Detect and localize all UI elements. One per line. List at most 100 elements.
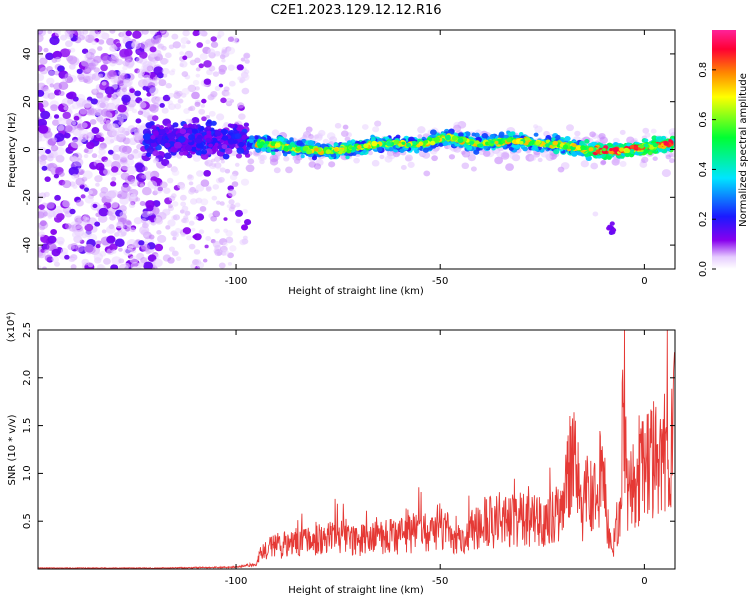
spectrogram-cell (123, 48, 133, 57)
spectrogram-cell (179, 151, 185, 156)
spectrogram-cell (133, 132, 143, 141)
spectrogram-cell (155, 217, 164, 225)
snr-ytick-label: 1.5 (22, 418, 33, 434)
colorbar-tick-label: 0.4 (698, 161, 709, 177)
spectrogram-cell (651, 135, 658, 141)
spectrogram-cell (384, 155, 393, 163)
spectrogram-cell (111, 176, 117, 182)
spectrogram-cell (49, 83, 55, 88)
spectrogram-cell (38, 192, 41, 197)
spectrogram-cell (130, 261, 141, 269)
spectrogram-cell (214, 85, 221, 92)
spectrogram-cell (100, 64, 108, 72)
spectrogram-cell (496, 151, 503, 157)
spectrogram-cell (633, 145, 639, 150)
spectrogram-cell (82, 75, 91, 83)
spectrogram-cell (188, 188, 196, 195)
spectrogram-cell (95, 240, 102, 246)
spectrogram-cell (212, 184, 220, 190)
spectrogram-cell (184, 210, 191, 216)
spectrogram-cell (129, 88, 135, 94)
spectrogram-cell (241, 134, 248, 140)
spectrogram-cell (135, 118, 141, 123)
spectrogram-cell (205, 236, 212, 242)
spectrogram-cell (196, 261, 205, 269)
spectrogram-cell (183, 123, 188, 129)
spectrogram-cell (156, 230, 162, 235)
spectrogram-cell (329, 136, 338, 144)
spectrogram-cell (192, 154, 201, 162)
spectrogram-cell (38, 209, 48, 218)
spectrogram-cell (180, 201, 187, 207)
spectrogram-cell (219, 167, 226, 173)
spectrogram-cell (99, 191, 108, 199)
spectrogram-ytick-label: 0 (22, 146, 33, 152)
spectrogram-cell (255, 147, 262, 153)
spectrogram-cell (600, 160, 606, 166)
spectrogram-cell (111, 166, 119, 173)
spectrogram-cell (239, 239, 247, 246)
spectrogram-cell (181, 71, 189, 77)
spectrogram-cell (183, 215, 189, 220)
spectrogram-cell (205, 39, 211, 45)
spectrogram-cell (38, 102, 44, 110)
spectrogram-cell (179, 60, 188, 68)
spectrogram-cell (153, 66, 164, 75)
spectrogram-cell (129, 227, 136, 233)
colorbar-tick-label: 0.8 (698, 62, 709, 78)
spectrogram-cell (133, 217, 143, 225)
spectrogram-cell (139, 51, 148, 59)
spectrogram-cell (104, 86, 115, 95)
spectrogram-cell (207, 48, 216, 56)
spectrogram-cell (274, 142, 281, 148)
spectrogram-cell (490, 140, 495, 144)
spectrogram-cell (353, 157, 360, 164)
spectrogram-cell (537, 157, 543, 163)
spectrogram-cell (71, 102, 80, 110)
spectrogram-cell (65, 30, 77, 35)
spectrogram-cell (159, 30, 166, 34)
spectrogram-cell (185, 145, 192, 151)
spectrogram-cell (110, 95, 117, 101)
spectrogram-cell (177, 98, 184, 104)
spectrogram-cell (471, 132, 476, 137)
spectrogram-cell (461, 150, 471, 158)
spectrogram-cell (306, 149, 313, 155)
spectrogram-cell (51, 58, 58, 63)
spectrogram-cell (91, 153, 98, 159)
spectrogram-cell (54, 261, 61, 267)
spectrogram-cell (238, 141, 245, 148)
spectrogram-cell (46, 155, 54, 162)
spectrogram-cell (145, 122, 153, 129)
spectrogram-cell (313, 163, 322, 170)
spectrogram-cell (94, 175, 103, 183)
spectrogram-cell (122, 78, 133, 87)
spectrogram-cell (81, 258, 90, 266)
spectrogram-cell (70, 139, 81, 149)
spectrogram-cell (221, 144, 228, 150)
spectrogram-cell (110, 201, 119, 209)
spectrogram-cell (83, 153, 89, 159)
snr-chart: -100 -50 0 0.5 1.0 1.5 2.0 2.5 (x10⁴) Height of… (6, 312, 676, 596)
spectrogram-cell (110, 181, 117, 187)
spectrogram-cell (86, 141, 95, 150)
spectrogram-cell (168, 246, 175, 252)
spectrogram-cell (113, 134, 121, 142)
spectrogram-cell (190, 263, 196, 269)
spectrogram-cell (411, 140, 417, 145)
spectrogram-cell (243, 122, 250, 128)
spectrogram-cell (165, 52, 172, 59)
spectrogram-cell (78, 31, 85, 36)
spectrogram-cell (98, 73, 104, 78)
spectrogram-cell (205, 186, 212, 192)
spectrogram-cell (123, 262, 131, 269)
spectrogram-cell (552, 140, 558, 146)
spectrogram-cell (216, 113, 225, 121)
spectrogram-cell (134, 162, 144, 171)
spectrogram-cell (562, 144, 569, 150)
spectrogram-cell (166, 177, 174, 184)
spectrogram-cell (118, 258, 125, 264)
spectrogram-cell (399, 148, 405, 153)
spectrogram-cell (54, 31, 61, 37)
spectrogram-cell (222, 153, 230, 160)
